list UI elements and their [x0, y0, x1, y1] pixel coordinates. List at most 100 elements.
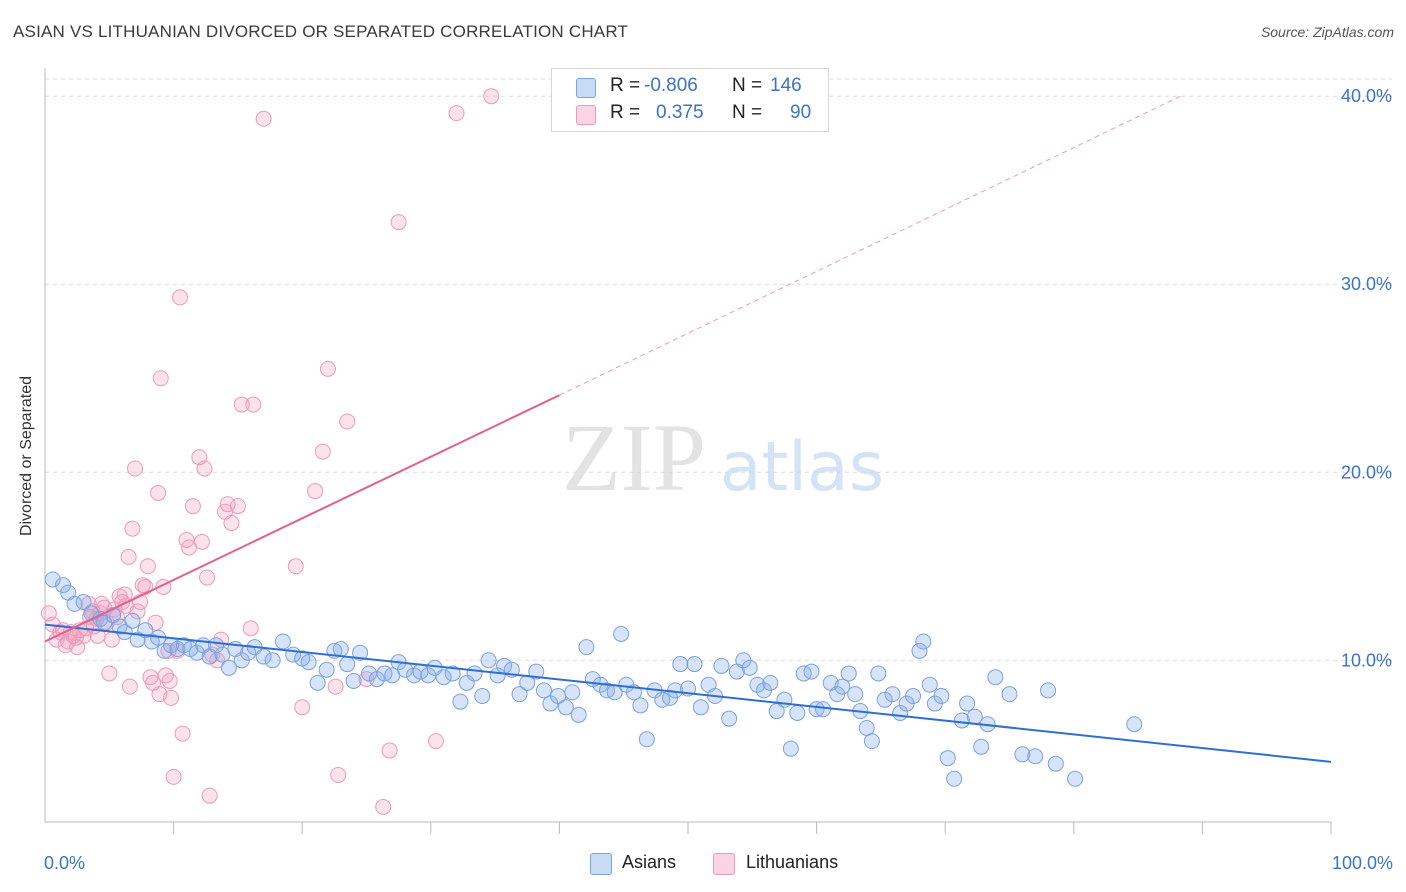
- n-value: 90: [790, 102, 812, 123]
- asian-point: [713, 657, 730, 674]
- asian-point: [915, 633, 932, 650]
- asian-point: [789, 704, 806, 721]
- lithuanian-point: [242, 620, 259, 637]
- lithuanian-point: [448, 105, 465, 122]
- x-tick-label-min: 0.0%: [44, 853, 85, 873]
- asian-point: [939, 750, 956, 767]
- asian-point: [255, 648, 272, 665]
- asian-point: [870, 665, 887, 682]
- asian-point: [749, 676, 766, 693]
- legend-row-asians: R = -0.806 N = 146: [552, 73, 828, 101]
- asian-point: [1014, 746, 1031, 763]
- chart-title: ASIAN VS LITHUANIAN DIVORCED OR SEPARATE…: [13, 22, 629, 41]
- asian-point: [570, 706, 587, 723]
- asian-point: [847, 686, 864, 703]
- asian-point: [933, 688, 950, 705]
- asian-point: [840, 665, 857, 682]
- lithuanians-legend-label: Lithuanians: [746, 852, 839, 872]
- asian-point: [911, 642, 928, 659]
- r-label: R =: [610, 102, 641, 123]
- lithuanian-point: [165, 768, 182, 785]
- asian-point: [352, 644, 369, 661]
- n-label: N =: [732, 102, 763, 123]
- lithuanian-point: [287, 558, 304, 575]
- lithuanian-point: [139, 558, 156, 575]
- asian-point: [511, 686, 528, 703]
- lithuanians-points: [40, 88, 500, 815]
- asian-point: [921, 676, 938, 693]
- lithuanian-point: [375, 798, 392, 815]
- asian-point: [474, 688, 491, 705]
- asian-point: [782, 740, 799, 757]
- asian-point: [466, 665, 483, 682]
- lithuanian-point: [184, 498, 201, 515]
- asian-point: [1040, 682, 1057, 699]
- lithuanian-point: [229, 498, 246, 515]
- lithuanian-point: [101, 665, 118, 682]
- asian-point: [339, 656, 356, 673]
- asian-point: [762, 674, 779, 691]
- asian-point: [953, 712, 970, 729]
- asian-point: [721, 710, 738, 727]
- lithuanian-point: [314, 443, 331, 460]
- asian-point: [959, 695, 976, 712]
- asian-point: [686, 656, 703, 673]
- lithuanian-point: [193, 533, 210, 550]
- r-label: R =: [610, 75, 641, 96]
- lithuanian-point: [381, 742, 398, 759]
- asian-point: [1126, 716, 1143, 733]
- legend-row-lithuanians: R = 0.375 N = 90: [552, 100, 828, 128]
- lithuanian-point: [307, 483, 324, 500]
- asian-point: [535, 682, 552, 699]
- lithuanian-point: [199, 569, 216, 586]
- asian-point: [905, 688, 922, 705]
- lithuanians-trend-extension: [559, 95, 1181, 396]
- asian-point: [318, 661, 335, 678]
- axes: [44, 68, 1332, 834]
- lithuanian-point: [339, 413, 356, 430]
- correlation-legend: R = -0.806 N = 146 R = 0.375 N = 90: [551, 68, 829, 132]
- asian-point: [638, 731, 655, 748]
- lithuanian-point: [121, 678, 138, 695]
- lithuanians-legend-swatch: [713, 853, 735, 875]
- lithuanian-point: [137, 578, 154, 595]
- asian-point: [452, 693, 469, 710]
- lithuanian-point: [483, 88, 500, 105]
- asian-point: [692, 699, 709, 716]
- asian-point: [632, 697, 649, 714]
- asian-point: [75, 594, 92, 611]
- asian-point: [672, 656, 689, 673]
- source-credit: Source: ZipAtlas.com: [1260, 24, 1394, 40]
- lithuanian-point: [163, 689, 180, 706]
- n-label: N =: [732, 75, 763, 96]
- lithuanian-point: [127, 460, 144, 477]
- lithuanian-point: [129, 603, 146, 620]
- asian-point: [613, 625, 630, 642]
- asian-point: [300, 654, 317, 671]
- asian-point: [815, 701, 832, 718]
- asian-point: [557, 699, 574, 716]
- asian-point: [480, 652, 497, 669]
- asian-point: [444, 665, 461, 682]
- lithuanian-point: [390, 214, 407, 231]
- y-tick-label: 20.0%: [1341, 462, 1392, 482]
- asian-point: [973, 738, 990, 755]
- asians-points: [44, 571, 1143, 787]
- lithuanian-point: [201, 787, 218, 804]
- asian-point: [987, 669, 1004, 686]
- asian-point: [345, 672, 362, 689]
- lithuanian-point: [134, 577, 151, 594]
- lithuanian-point: [174, 725, 191, 742]
- r-value: 0.375: [656, 102, 704, 123]
- y-tick-label: 30.0%: [1341, 274, 1392, 294]
- watermark-zip: ZIP: [562, 404, 706, 511]
- asians-legend-label: Asians: [622, 852, 677, 872]
- asian-point: [1047, 755, 1064, 772]
- lithuanian-point: [255, 110, 272, 127]
- grid-lines: [45, 78, 1392, 661]
- lithuanians-swatch: [576, 105, 596, 125]
- lithuanian-point: [120, 548, 137, 565]
- lithuanian-point: [196, 460, 213, 477]
- asians-swatch: [576, 78, 596, 98]
